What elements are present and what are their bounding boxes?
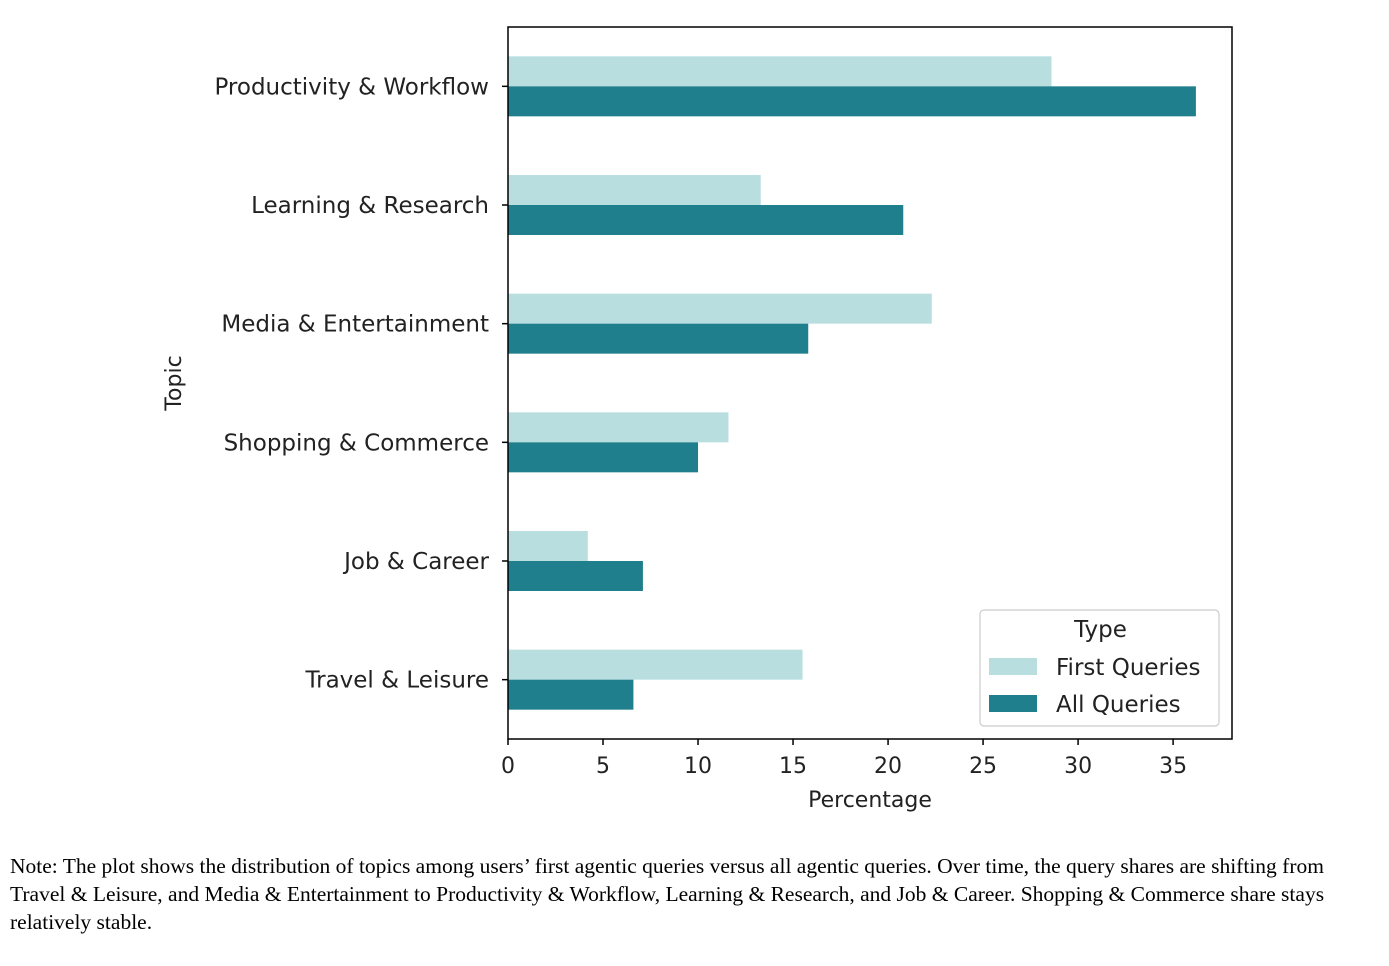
bar-first-queries-1 [508,175,761,205]
legend-swatch-all-queries [989,695,1037,712]
bar-all-queries-1 [508,205,904,235]
legend-title: Type [1073,617,1127,643]
x-tick-label: 10 [684,754,712,779]
bar-first-queries-0 [508,56,1052,87]
y-tick-label: Travel & Leisure [304,668,489,694]
legend-label-first-queries: First Queries [1056,655,1201,681]
y-tick-label: Job & Career [342,549,489,575]
x-tick-label: 35 [1159,754,1187,779]
x-tick-label: 25 [969,754,997,779]
bar-first-queries-5 [508,649,803,680]
x-tick-label: 20 [874,754,902,779]
figure-note: Note: The plot shows the distribution of… [10,854,1325,934]
x-tick-label: 5 [596,754,610,779]
y-tick-label: Shopping & Commerce [224,430,489,456]
y-tick-label: Productivity & Workflow [214,74,489,100]
bar-all-queries-2 [508,323,809,354]
x-axis-label: Percentage [808,788,932,813]
legend-box [979,609,1220,727]
legend-label-all-queries: All Queries [1056,692,1181,718]
bar-all-queries-5 [508,679,634,710]
bar-chart: Productivity & Workflow Learning & Resear… [162,26,1233,813]
bar-all-queries-0 [508,86,1196,117]
x-tick-label: 15 [779,754,807,779]
plot-frame [507,26,1233,740]
bar-all-queries-3 [508,442,699,473]
bar-all-queries-4 [508,561,643,591]
y-tick-label: Learning & Research [251,193,489,219]
chart-container: Productivity & Workflow Learning & Resear… [162,26,1233,813]
bar-first-queries-3 [508,412,729,443]
legend-swatch-first-queries [989,658,1037,675]
y-axis-label: Topic [162,355,187,411]
x-tick-label: 30 [1064,754,1092,779]
bar-first-queries-4 [508,531,588,561]
bar-first-queries-2 [508,293,932,324]
y-tick-label: Media & Entertainment [221,312,489,338]
x-tick-label: 0 [501,754,515,779]
